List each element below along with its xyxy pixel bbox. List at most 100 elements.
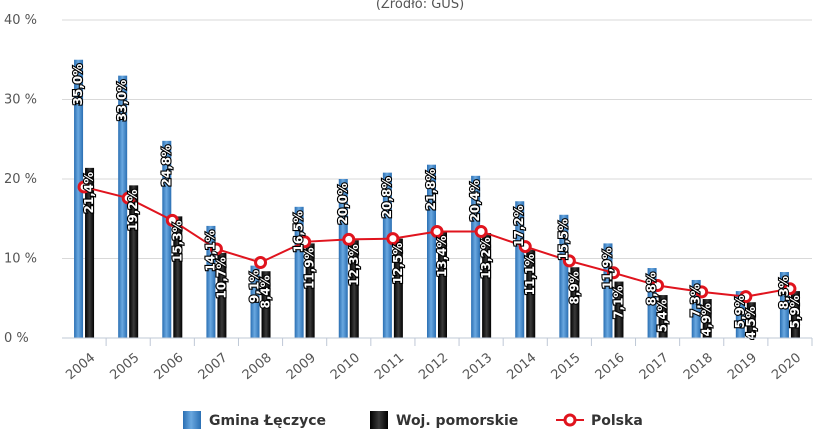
- x-tick-label: 2009: [284, 350, 319, 383]
- data-label: 21,8%: [424, 169, 438, 211]
- data-label: 16,5%: [292, 211, 306, 253]
- line-point: [474, 224, 488, 238]
- data-label: 11,1%: [523, 254, 537, 296]
- data-label: 5,4%: [656, 299, 670, 332]
- x-tick-label: 2010: [328, 350, 363, 383]
- y-axis: 0 % 10 % 20 % 30 % 40 %: [4, 13, 37, 346]
- bar: [482, 233, 492, 338]
- data-label: 35,0%: [71, 64, 85, 106]
- line-point: [606, 266, 620, 280]
- bar: [702, 299, 712, 338]
- data-label: 24,8%: [159, 145, 173, 187]
- data-label: 13,4%: [435, 235, 449, 277]
- bar: [129, 185, 139, 338]
- data-label: 4,9%: [700, 303, 714, 336]
- data-label: 21,4%: [82, 172, 96, 214]
- line-point: [254, 255, 268, 269]
- data-label: 20,4%: [468, 180, 482, 222]
- data-label: 5,9%: [788, 295, 802, 328]
- line-point: [430, 224, 444, 238]
- y-tick-label: 10 %: [4, 252, 37, 267]
- line-point: [386, 232, 400, 246]
- x-tick-label: 2008: [240, 350, 275, 383]
- bar: [526, 249, 536, 338]
- line-point: [739, 290, 753, 304]
- y-tick-label: 20 %: [4, 172, 37, 187]
- data-label: 11,9%: [600, 247, 614, 289]
- data-label: 11,9%: [303, 247, 317, 289]
- bar: [294, 206, 304, 338]
- x-tick-label: 2006: [152, 350, 187, 383]
- bar: [74, 59, 84, 338]
- x-tick-label: 2013: [460, 350, 495, 383]
- legend-swatch-gmina: [183, 411, 201, 429]
- line-series: [77, 180, 797, 304]
- legend-marker-polska: [563, 413, 577, 427]
- bar: [471, 175, 481, 338]
- data-label: 10,7%: [214, 257, 228, 299]
- bar: [250, 265, 260, 338]
- bar: [779, 272, 789, 338]
- data-label: 20,0%: [336, 183, 350, 225]
- legend-swatch-woj: [370, 411, 388, 429]
- x-tick-label: 2017: [637, 350, 672, 383]
- bar: [427, 164, 436, 338]
- data-label: 4,5%: [744, 306, 758, 339]
- bar: [305, 243, 315, 338]
- bar: [173, 216, 183, 338]
- legend-label-woj: Woj. pomorskie: [396, 413, 518, 429]
- x-tick-label: 2019: [725, 350, 760, 383]
- chart-subtitle: (Źródło: GUS): [376, 0, 464, 12]
- data-label: 5,9%: [733, 295, 747, 328]
- line-point: [695, 285, 709, 299]
- data-label: 7,3%: [689, 284, 703, 317]
- line-point: [121, 191, 135, 205]
- line-point: [562, 254, 576, 268]
- legend-label-gmina: Gmina Łęczyce: [209, 413, 326, 429]
- line-point: [298, 235, 312, 249]
- data-label: 12,5%: [391, 243, 405, 285]
- bar: [393, 238, 403, 338]
- x-tick-label: 2020: [769, 350, 804, 383]
- data-label: 14,1%: [203, 230, 217, 272]
- bar: [614, 281, 624, 338]
- line-point: [651, 279, 665, 293]
- x-tick-label: 2011: [372, 350, 407, 383]
- y-tick-label: 0 %: [4, 331, 29, 346]
- bar: [349, 240, 359, 338]
- bar: [658, 295, 668, 338]
- data-label: 8,8%: [645, 272, 659, 305]
- bar: [515, 201, 525, 338]
- bar: [206, 225, 216, 338]
- x-tick-label: 2018: [681, 350, 716, 383]
- line-point: [209, 242, 223, 256]
- bar: [691, 279, 701, 338]
- legend[interactable]: Gmina Łęczyce Woj. pomorskie Polska: [183, 411, 643, 429]
- line-point: [342, 232, 356, 246]
- bar: [85, 167, 95, 338]
- data-label: 20,8%: [380, 177, 394, 219]
- y-tick-label: 40 %: [4, 13, 37, 28]
- y-tick-label: 30 %: [4, 93, 37, 108]
- bar: [162, 140, 172, 338]
- data-label: 17,2%: [512, 205, 526, 247]
- data-label: 8,4%: [259, 275, 273, 308]
- bar: [382, 172, 392, 338]
- bar: [647, 268, 657, 338]
- x-tick-label: 2015: [549, 350, 584, 383]
- x-tick-label: 2014: [504, 350, 539, 383]
- data-label: 33,0%: [115, 80, 129, 122]
- line-point: [518, 240, 532, 254]
- bar: [735, 291, 745, 338]
- data-label: 15,3%: [170, 220, 184, 262]
- bar: [261, 271, 271, 338]
- x-axis: 2004 2005 2006 2007 2008 2009 2010 2011 2012 2013…: [62, 337, 813, 383]
- x-tick-label: 2004: [63, 350, 98, 383]
- line-point: [783, 282, 797, 296]
- bar: [746, 302, 756, 338]
- x-tick-label: 2012: [416, 350, 451, 383]
- bar: [438, 231, 447, 338]
- x-tick-label: 2016: [593, 350, 628, 383]
- bar: [559, 214, 569, 338]
